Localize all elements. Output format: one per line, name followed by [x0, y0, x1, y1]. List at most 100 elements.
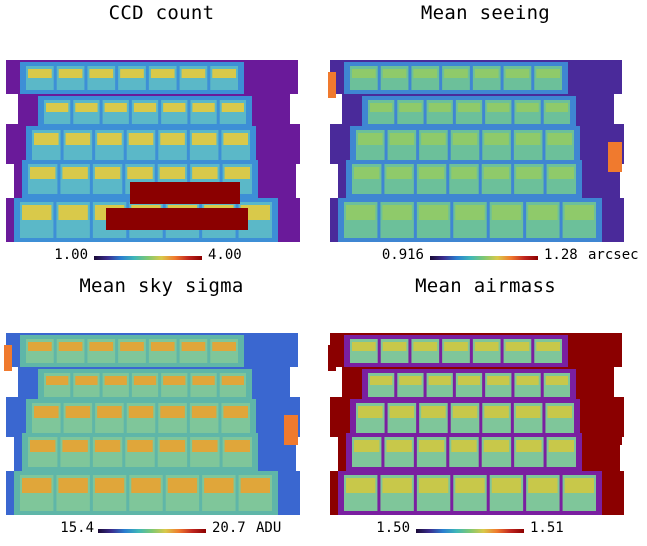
- overlap-region: [399, 103, 422, 112]
- overlap-region: [418, 440, 445, 452]
- overlap-region: [46, 103, 69, 112]
- overlap-region: [516, 440, 542, 452]
- overlap-region: [212, 342, 236, 351]
- overlap-region: [545, 376, 568, 385]
- overlap-region: [221, 103, 244, 112]
- overlap-region: [451, 167, 477, 179]
- overlap-region: [159, 440, 186, 452]
- overlap-region: [418, 478, 449, 493]
- overlap-region: [386, 440, 412, 452]
- overlap-region: [455, 478, 485, 493]
- overlap-region: [354, 440, 380, 452]
- colorbar-min-label: 15.4: [60, 520, 94, 536]
- overlap-region: [104, 376, 127, 385]
- overlap-region: [58, 478, 88, 493]
- edge-region: [328, 72, 336, 98]
- overlap-region: [483, 167, 510, 179]
- deep-coverage-region: [106, 208, 248, 230]
- overlap-region: [94, 440, 121, 452]
- overlap-region: [224, 440, 250, 452]
- overlap-region: [22, 478, 52, 493]
- colorbar: 15.4 20.7 ADU: [0, 519, 323, 541]
- overlap-region: [370, 103, 393, 112]
- colorbar-max-label: 20.7: [212, 520, 246, 536]
- overlap-region: [127, 167, 153, 179]
- overlap-region: [94, 167, 121, 179]
- colorbar-min-label: 1.50: [376, 520, 410, 536]
- overlap-region: [128, 406, 154, 418]
- overlap-region: [413, 69, 438, 78]
- overlap-region: [536, 69, 560, 78]
- overlap-region: [62, 167, 88, 179]
- overlap-region: [181, 342, 206, 351]
- panel-title: Mean sky sigma: [79, 275, 244, 297]
- overlap-region: [474, 69, 499, 78]
- overlap-region: [150, 342, 175, 351]
- overlap-region: [444, 69, 468, 78]
- colorbar-min-label: 0.916: [381, 247, 424, 263]
- overlap-region: [65, 406, 91, 418]
- overlap-region: [128, 133, 154, 145]
- overlap-region: [516, 103, 539, 112]
- overlap-region: [389, 406, 415, 418]
- overlap-region: [484, 133, 509, 145]
- overlap-region: [204, 478, 234, 493]
- overlap-region: [192, 376, 215, 385]
- panel-title: CCD count: [108, 2, 215, 24]
- colorbar-gradient: [98, 529, 206, 533]
- overlap-region: [352, 342, 376, 351]
- overlap-region: [133, 103, 157, 112]
- overlap-region: [192, 167, 218, 179]
- overlap-region: [131, 478, 161, 493]
- overlap-region: [547, 406, 572, 418]
- overlap-region: [457, 376, 481, 385]
- overlap-region: [191, 406, 217, 418]
- overlap-region: [382, 205, 412, 220]
- panel-mean-seeing: Mean seeing 0.916 1.28 arcsec: [324, 0, 647, 273]
- overlap-region: [564, 205, 594, 220]
- overlap-region: [564, 478, 594, 493]
- overlap-region: [528, 478, 558, 493]
- overlap-region: [75, 103, 98, 112]
- overlap-region: [545, 103, 568, 112]
- overlap-region: [192, 103, 215, 112]
- overlap-region: [515, 406, 541, 418]
- overlap-region: [120, 69, 144, 78]
- overlap-region: [94, 478, 125, 493]
- panel-title: Mean seeing: [420, 2, 551, 24]
- overlap-region: [163, 376, 186, 385]
- edge-region: [328, 345, 336, 371]
- overlap-region: [181, 69, 206, 78]
- overlap-region: [536, 342, 560, 351]
- overlap-region: [58, 69, 83, 78]
- overlap-region: [491, 205, 522, 220]
- overlap-region: [418, 167, 445, 179]
- overlap-region: [62, 440, 88, 452]
- ccd-count-map: [6, 60, 300, 242]
- mean-airmass-map: [328, 333, 624, 515]
- overlap-region: [352, 69, 376, 78]
- overlap-region: [418, 205, 449, 220]
- overlap-region: [30, 440, 56, 452]
- overlap-region: [191, 133, 217, 145]
- overlap-region: [451, 440, 477, 452]
- overlap-region: [34, 406, 59, 418]
- overlap-region: [382, 342, 407, 351]
- overlap-region: [455, 205, 485, 220]
- overlap-region: [547, 133, 572, 145]
- overlap-region: [382, 478, 412, 493]
- overlap-region: [483, 440, 510, 452]
- overlap-region: [240, 478, 270, 493]
- overlap-region: [487, 376, 510, 385]
- overlap-region: [22, 205, 52, 220]
- overlap-region: [516, 376, 539, 385]
- colorbar-gradient: [416, 529, 524, 533]
- overlap-region: [421, 406, 446, 418]
- overlap-region: [163, 103, 186, 112]
- colorbar-min-label: 1.00: [54, 247, 88, 263]
- overlap-region: [399, 376, 422, 385]
- overlap-region: [224, 167, 250, 179]
- overlap-region: [358, 133, 383, 145]
- panel-mean-sky-sigma: Mean sky sigma 15.4 20.7 ADU: [0, 273, 323, 546]
- overlap-region: [104, 103, 127, 112]
